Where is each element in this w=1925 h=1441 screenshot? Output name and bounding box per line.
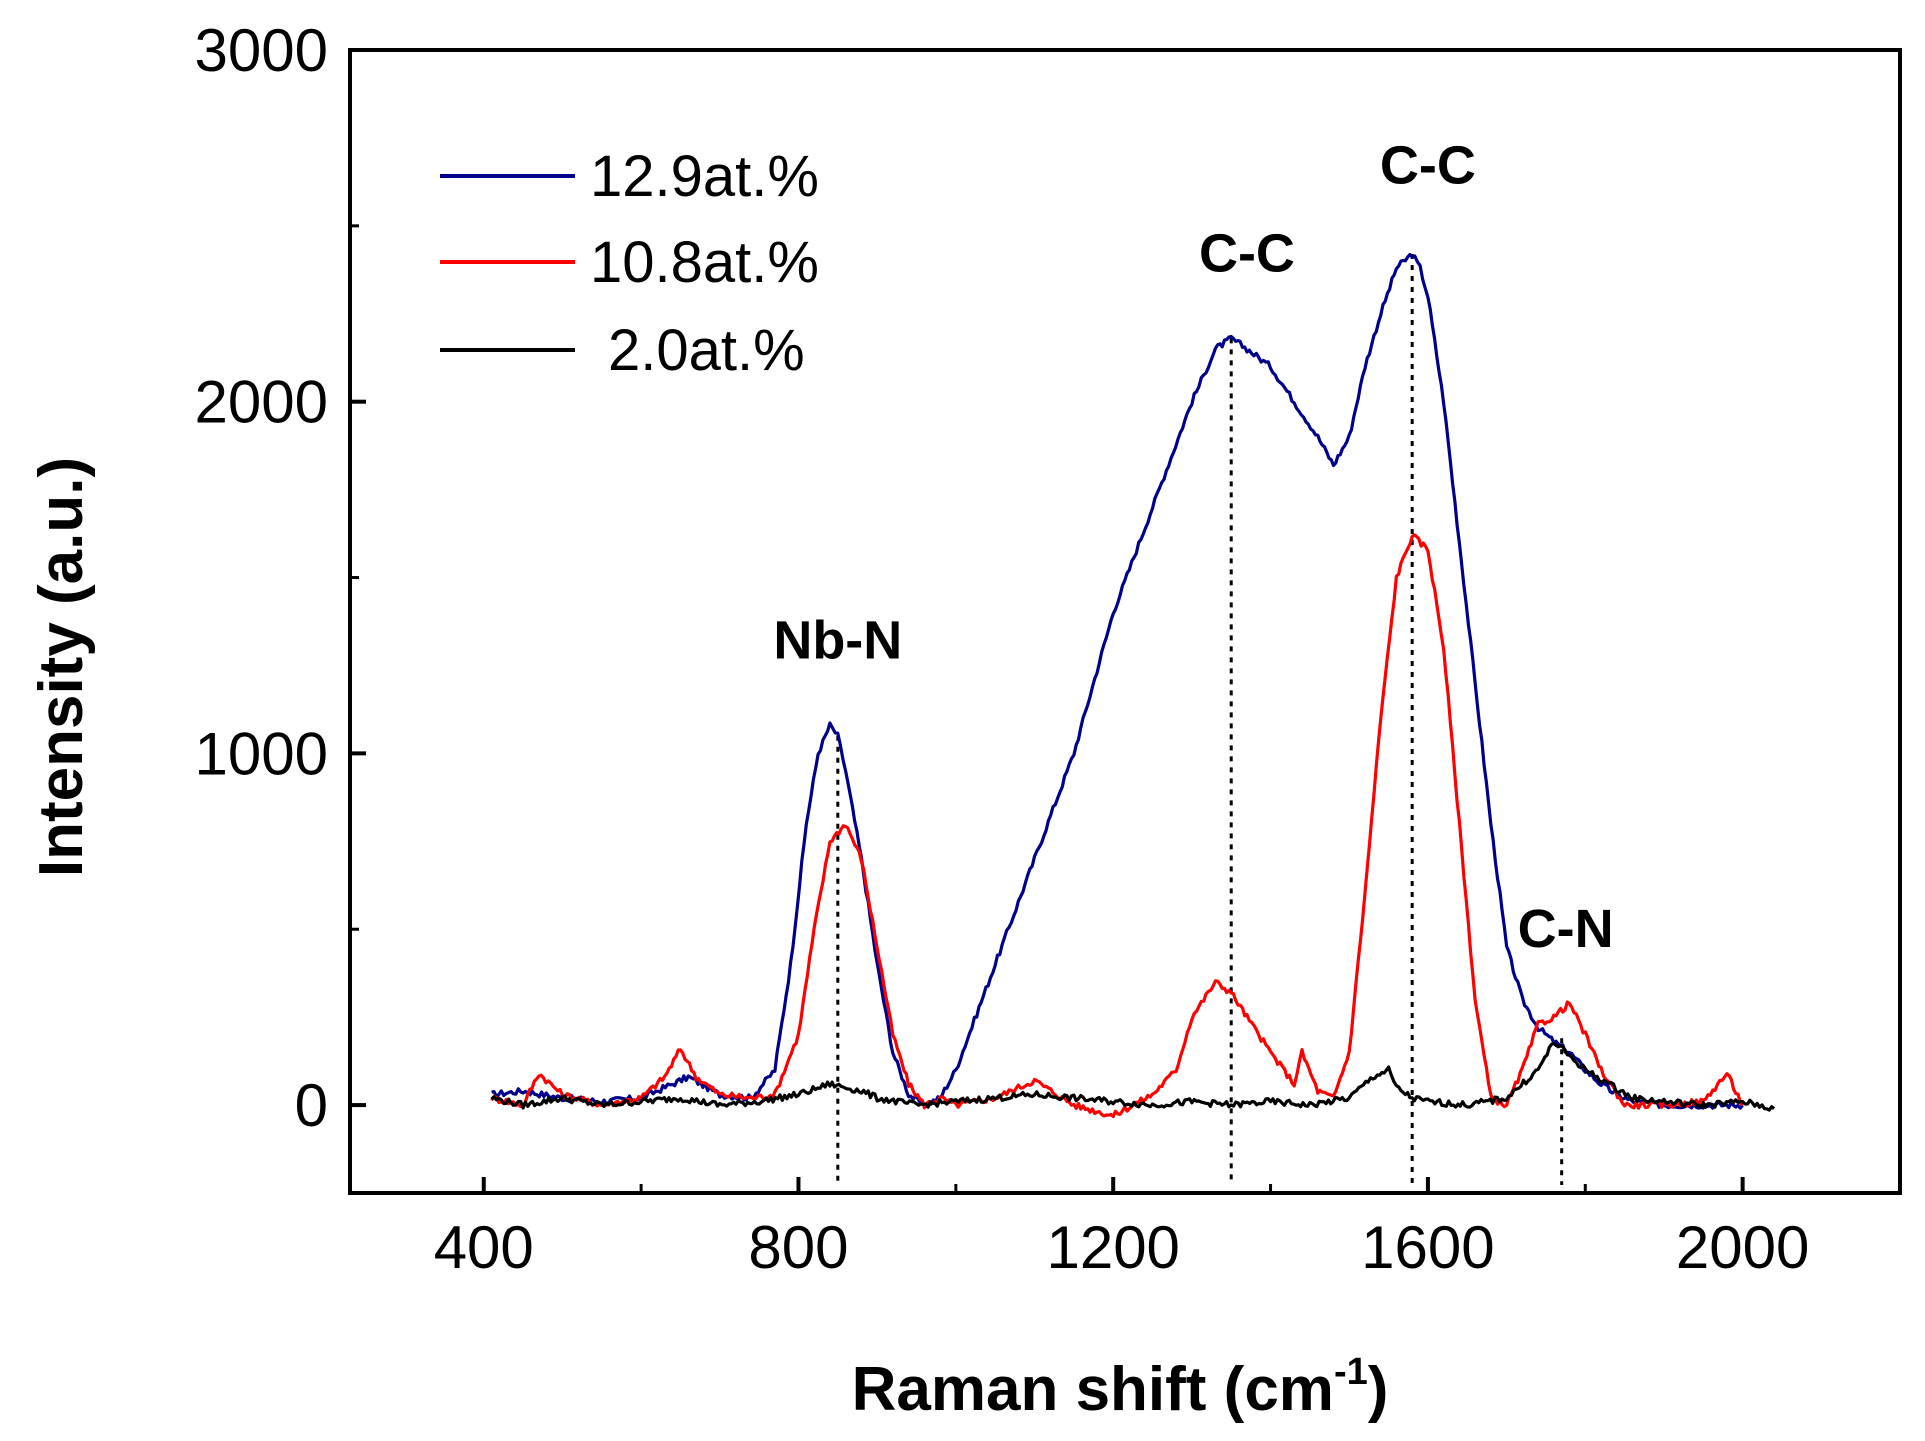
y-tick-label: 1000 [195,720,328,787]
y-tick-label: 3000 [195,17,328,84]
x-tick-label: 1600 [1361,1214,1494,1281]
y-tick-label: 2000 [195,369,328,436]
peak-label: C-C [1199,224,1295,284]
legend-label-12-9: 12.9at.% [590,144,819,209]
y-tick-label: 0 [295,1072,328,1139]
peak-annotations: Nb-N C-C C-C C-N [773,136,1613,959]
x-axis-title-sup: -1 [1334,1351,1368,1393]
plot-frame [348,48,1902,1195]
legend-label-10-8: 10.8at.% [590,230,819,295]
x-axis-title: Raman shift (cm-1) [852,1351,1389,1424]
series-line-0 [491,253,1744,1110]
x-tick-label: 800 [748,1214,848,1281]
peak-label: C-N [1518,899,1614,959]
x-axis-title-close: ) [1368,1355,1389,1424]
x-tick-label: 1200 [1046,1214,1179,1281]
axis-ticks: 400 800 1200 1600 2000 0 1000 2000 3000 [195,17,1902,1281]
series-line-2 [490,1041,1776,1112]
plot-border [348,48,1902,1195]
reference-lines [836,253,1564,1185]
y-axis-title: Intensity (a.u.) [27,457,96,877]
series-lines [490,253,1776,1119]
series-line-1 [490,533,1744,1119]
legend-label-2-0: 2.0at.% [608,318,805,383]
peak-label: C-C [1380,136,1476,196]
x-tick-label: 2000 [1676,1214,1809,1281]
x-tick-label: 400 [434,1214,534,1281]
x-axis-title-main: Raman shift (cm [852,1355,1334,1424]
peak-label: Nb-N [773,610,902,670]
legend: 12.9at.% 10.8at.% 2.0at.% [440,144,819,383]
